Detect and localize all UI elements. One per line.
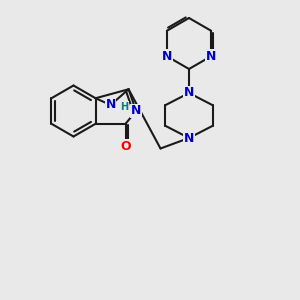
Text: N: N [184, 86, 194, 100]
Text: N: N [206, 50, 216, 63]
Text: O: O [120, 140, 131, 153]
Text: N: N [131, 104, 141, 118]
Text: N: N [105, 98, 116, 112]
Text: N: N [184, 131, 194, 145]
Text: N: N [162, 50, 172, 63]
Text: H: H [120, 101, 128, 112]
